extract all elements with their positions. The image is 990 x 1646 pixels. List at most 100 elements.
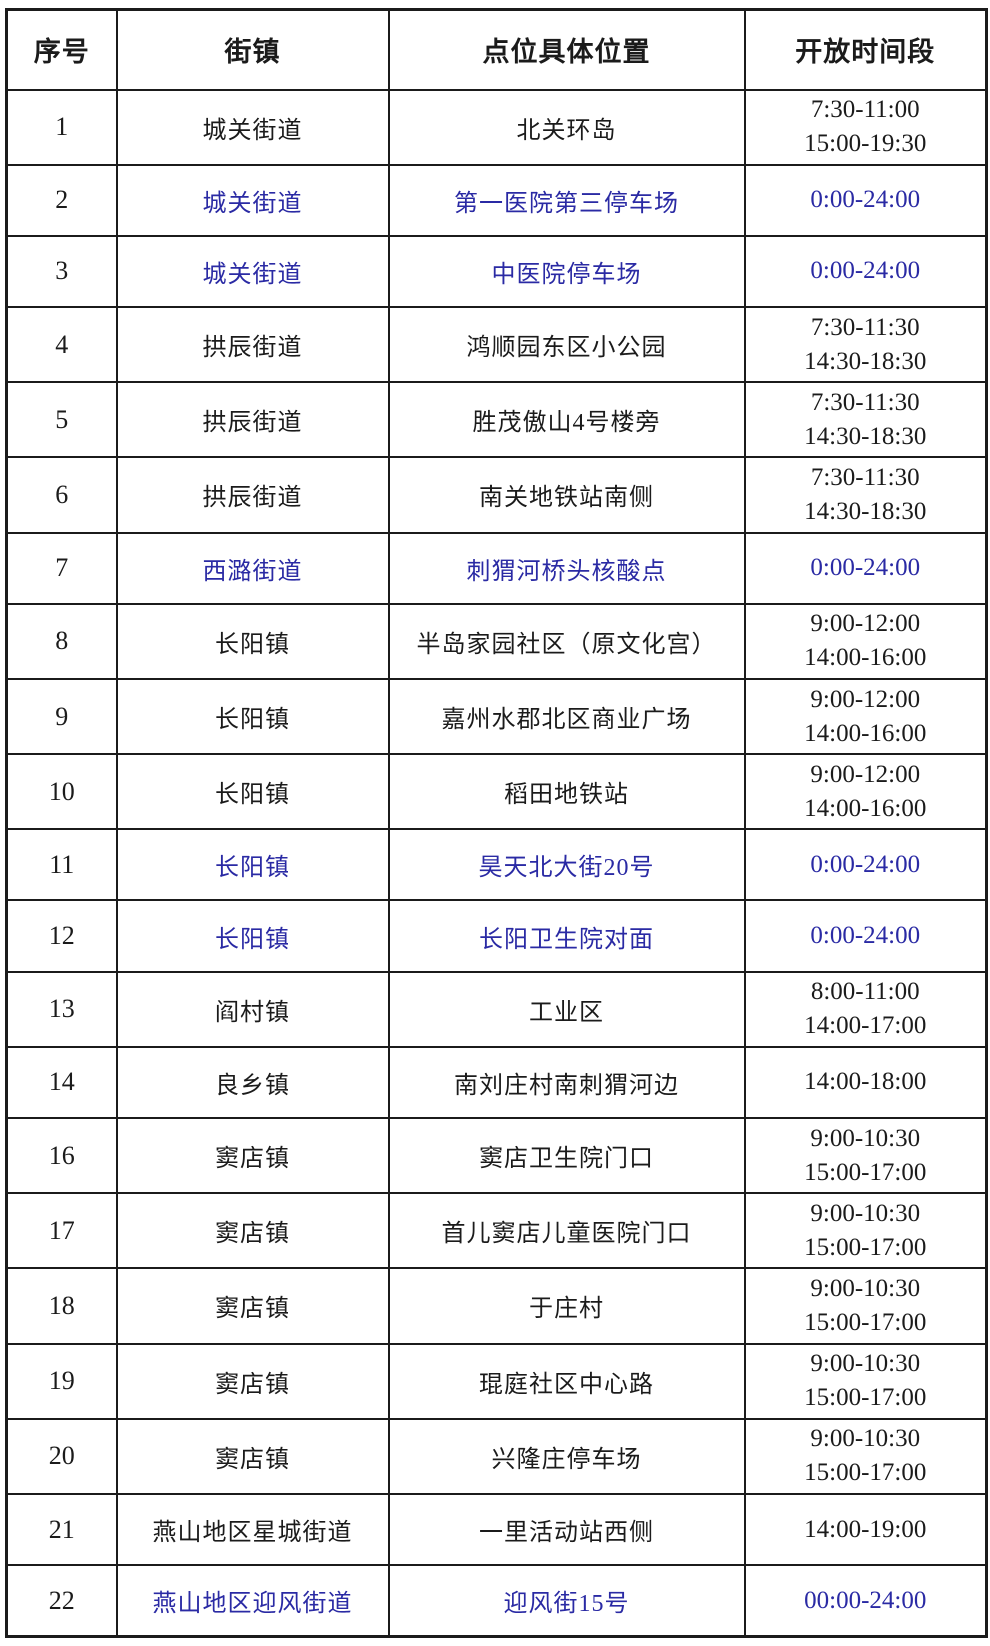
time-cell: 14:00-19:00	[743, 1492, 988, 1567]
row-number-cell: 10	[5, 753, 118, 831]
location-cell: 窦店卫生院门口	[387, 1116, 746, 1195]
row-number-cell: 4	[5, 305, 118, 384]
location-cell: 稻田地铁站	[387, 753, 746, 831]
time-cell: 9:00-10:30 15:00-17:00	[743, 1267, 988, 1345]
time-range: 14:30-18:30	[804, 497, 927, 525]
row-number-cell: 14	[5, 1045, 118, 1119]
header-cell-index: 序号	[5, 8, 118, 91]
table-row: 21 燕山地区星城街道 一里活动站西侧 14:00-19:00	[5, 1492, 988, 1567]
time-range: 15:00-19:30	[804, 130, 927, 158]
table-row: 9 长阳镇 嘉州水郡北区商业广场 9:00-12:00 14:00-16:00	[5, 677, 988, 756]
time-cell: 7:30-11:30 14:30-18:30	[743, 305, 988, 384]
town-cell: 燕山地区星城街道	[115, 1492, 390, 1567]
table-row: 16 窦店镇 窦店卫生院门口 9:00-10:30 15:00-17:00	[5, 1116, 988, 1195]
time-range: 9:00-12:00	[810, 760, 921, 788]
time-range: 0:00-24:00	[810, 850, 921, 878]
table-row: 7 西潞街道 刺猬河桥头核酸点 0:00-24:00	[5, 531, 988, 605]
time-range: 9:00-10:30	[810, 1199, 921, 1227]
time-cell: 7:30-11:30 14:30-18:30	[743, 381, 988, 459]
time-cell: 9:00-12:00 14:00-16:00	[743, 677, 988, 756]
time-cell: 0:00-24:00	[743, 828, 988, 902]
table-row: 5 拱辰街道 胜茂傲山4号楼旁 7:30-11:30 14:30-18:30	[5, 381, 988, 459]
time-range: 15:00-17:00	[804, 1158, 927, 1186]
time-range: 9:00-12:00	[810, 685, 921, 713]
time-cell: 0:00-24:00	[743, 163, 988, 237]
town-cell: 城关街道	[115, 234, 390, 308]
time-cell: 9:00-10:30 15:00-17:00	[743, 1342, 988, 1420]
table-row: 2 城关街道 第一医院第三停车场 0:00-24:00	[5, 163, 988, 237]
time-cell: 8:00-11:00 14:00-17:00	[743, 970, 988, 1048]
time-range: 14:30-18:30	[804, 422, 927, 450]
time-range: 9:00-12:00	[810, 610, 921, 638]
time-range: 7:30-11:30	[810, 463, 920, 491]
town-cell: 窦店镇	[115, 1192, 390, 1270]
time-cell: 9:00-10:30 15:00-17:00	[743, 1116, 988, 1195]
location-cell: 迎风街15号	[387, 1564, 746, 1638]
time-range: 14:30-18:30	[804, 347, 927, 375]
time-range: 14:00-16:00	[804, 644, 927, 672]
time-range: 15:00-17:00	[804, 1233, 927, 1261]
row-number-cell: 22	[5, 1564, 118, 1638]
time-range: 14:00-18:00	[804, 1068, 927, 1096]
header-cell-time: 开放时间段	[743, 8, 988, 91]
time-range: 14:00-16:00	[804, 794, 927, 822]
time-range: 15:00-17:00	[804, 1459, 927, 1487]
town-cell: 长阳镇	[115, 899, 390, 973]
location-cell: 兴隆庄停车场	[387, 1417, 746, 1495]
location-cell: 北关环岛	[387, 88, 746, 166]
table-row: 8 长阳镇 半岛家园社区（原文化宫） 9:00-12:00 14:00-16:00	[5, 602, 988, 680]
time-cell: 9:00-10:30 15:00-17:00	[743, 1192, 988, 1270]
time-cell: 0:00-24:00	[743, 531, 988, 605]
time-range: 14:00-19:00	[804, 1515, 927, 1543]
location-cell: 南刘庄村南刺猬河边	[387, 1045, 746, 1119]
table-row: 4 拱辰街道 鸿顺园东区小公园 7:30-11:30 14:30-18:30	[5, 305, 988, 384]
town-cell: 窦店镇	[115, 1417, 390, 1495]
table-row: 10 长阳镇 稻田地铁站 9:00-12:00 14:00-16:00	[5, 753, 988, 831]
opening-hours-table-wrap: 序号 街镇 点位具体位置 开放时间段 1 城关街道 北关环岛 7:30-11:00 15…	[5, 8, 988, 1638]
table-row: 22 燕山地区迎风街道 迎风街15号 00:00-24:00	[5, 1564, 988, 1638]
time-cell: 00:00-24:00	[743, 1564, 988, 1638]
location-cell: 中医院停车场	[387, 234, 746, 308]
location-cell: 胜茂傲山4号楼旁	[387, 381, 746, 459]
row-number-cell: 9	[5, 677, 118, 756]
town-cell: 长阳镇	[115, 602, 390, 680]
time-cell: 9:00-12:00 14:00-16:00	[743, 602, 988, 680]
location-cell: 昊天北大街20号	[387, 828, 746, 902]
location-cell: 首儿窦店儿童医院门口	[387, 1192, 746, 1270]
time-range: 9:00-10:30	[810, 1274, 921, 1302]
row-number-cell: 21	[5, 1492, 118, 1567]
location-cell: 于庄村	[387, 1267, 746, 1345]
time-range: 7:30-11:30	[810, 388, 920, 416]
row-number-cell: 16	[5, 1116, 118, 1195]
table-body: 1 城关街道 北关环岛 7:30-11:00 15:00-19:30 2 城关街道 第一医院第…	[5, 88, 988, 1638]
location-cell: 第一医院第三停车场	[387, 163, 746, 237]
table-row: 14 良乡镇 南刘庄村南刺猬河边 14:00-18:00	[5, 1045, 988, 1119]
town-cell: 燕山地区迎风街道	[115, 1564, 390, 1638]
location-cell: 鸿顺园东区小公园	[387, 305, 746, 384]
time-cell: 7:30-11:00 15:00-19:30	[743, 88, 988, 166]
time-cell: 9:00-12:00 14:00-16:00	[743, 753, 988, 831]
town-cell: 城关街道	[115, 88, 390, 166]
row-number-cell: 12	[5, 899, 118, 973]
table-header: 序号 街镇 点位具体位置 开放时间段	[5, 8, 988, 91]
time-range: 9:00-10:30	[810, 1124, 921, 1152]
row-number-cell: 2	[5, 163, 118, 237]
location-cell: 工业区	[387, 970, 746, 1048]
row-number-cell: 13	[5, 970, 118, 1048]
time-range: 7:30-11:30	[810, 313, 920, 341]
town-cell: 窦店镇	[115, 1116, 390, 1195]
time-range: 0:00-24:00	[810, 257, 921, 285]
time-range: 8:00-11:00	[810, 978, 920, 1006]
town-cell: 窦店镇	[115, 1342, 390, 1420]
time-range: 0:00-24:00	[810, 922, 921, 950]
table-row: 12 长阳镇 长阳卫生院对面 0:00-24:00	[5, 899, 988, 973]
row-number-cell: 20	[5, 1417, 118, 1495]
location-cell: 长阳卫生院对面	[387, 899, 746, 973]
time-cell: 9:00-10:30 15:00-17:00	[743, 1417, 988, 1495]
table-row: 1 城关街道 北关环岛 7:30-11:00 15:00-19:30	[5, 88, 988, 166]
time-range: 00:00-24:00	[804, 1586, 927, 1614]
table-row: 18 窦店镇 于庄村 9:00-10:30 15:00-17:00	[5, 1267, 988, 1345]
location-cell: 嘉州水郡北区商业广场	[387, 677, 746, 756]
header-cell-town: 街镇	[115, 8, 390, 91]
location-cell: 半岛家园社区（原文化宫）	[387, 602, 746, 680]
